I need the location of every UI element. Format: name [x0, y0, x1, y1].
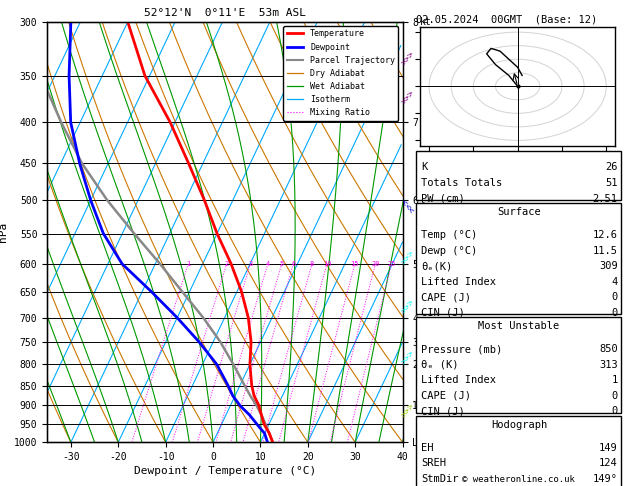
Text: 12.6: 12.6 — [593, 230, 618, 240]
Legend: Temperature, Dewpoint, Parcel Trajectory, Dry Adiabat, Wet Adiabat, Isotherm, Mi: Temperature, Dewpoint, Parcel Trajectory… — [284, 26, 398, 121]
Text: 2: 2 — [225, 260, 229, 266]
Text: 309: 309 — [599, 261, 618, 271]
Text: >>>: >>> — [400, 195, 418, 213]
Text: CAPE (J): CAPE (J) — [421, 292, 471, 302]
Text: >>>: >>> — [400, 348, 418, 366]
Text: >>>: >>> — [400, 49, 418, 68]
Text: 8: 8 — [310, 260, 314, 266]
Text: 11.5: 11.5 — [593, 245, 618, 256]
Text: 5: 5 — [279, 260, 284, 266]
Text: 2.51: 2.51 — [593, 193, 618, 204]
Text: Surface: Surface — [497, 207, 541, 217]
Y-axis label: hPa: hPa — [0, 222, 8, 242]
Text: © weatheronline.co.uk: © weatheronline.co.uk — [462, 474, 576, 484]
Text: θₑ(K): θₑ(K) — [421, 261, 453, 271]
Text: 25: 25 — [387, 260, 396, 266]
Text: 3: 3 — [248, 260, 252, 266]
Text: Totals Totals: Totals Totals — [421, 178, 503, 188]
Text: 4: 4 — [265, 260, 270, 266]
Text: CIN (J): CIN (J) — [421, 406, 465, 417]
Text: EH: EH — [421, 443, 434, 453]
Title: 52°12'N  0°11'E  53m ASL: 52°12'N 0°11'E 53m ASL — [144, 8, 306, 18]
Text: 0: 0 — [611, 292, 618, 302]
Text: 26: 26 — [605, 162, 618, 173]
X-axis label: Dewpoint / Temperature (°C): Dewpoint / Temperature (°C) — [134, 466, 316, 476]
Text: PW (cm): PW (cm) — [421, 193, 465, 204]
Text: 149: 149 — [599, 443, 618, 453]
Text: >>>: >>> — [400, 297, 418, 315]
Text: 124: 124 — [599, 458, 618, 469]
Text: θₑ (K): θₑ (K) — [421, 360, 459, 370]
Text: Temp (°C): Temp (°C) — [421, 230, 477, 240]
Text: Pressure (mb): Pressure (mb) — [421, 344, 503, 354]
Text: Lifted Index: Lifted Index — [421, 277, 496, 287]
Text: 6: 6 — [291, 260, 296, 266]
Text: 02.05.2024  00GMT  (Base: 12): 02.05.2024 00GMT (Base: 12) — [416, 15, 598, 25]
Text: 850: 850 — [599, 344, 618, 354]
Text: 15: 15 — [350, 260, 359, 266]
Text: 20: 20 — [371, 260, 380, 266]
Text: 1: 1 — [186, 260, 191, 266]
Text: Hodograph: Hodograph — [491, 419, 547, 430]
Text: kt: kt — [420, 17, 432, 27]
Y-axis label: km
ASL: km ASL — [446, 221, 464, 243]
Text: Most Unstable: Most Unstable — [478, 321, 560, 331]
Text: 0: 0 — [611, 391, 618, 401]
Text: 149°: 149° — [593, 474, 618, 484]
Text: 10: 10 — [323, 260, 331, 266]
Text: Lifted Index: Lifted Index — [421, 375, 496, 385]
Text: 1: 1 — [611, 375, 618, 385]
Text: >>>: >>> — [400, 248, 418, 267]
Text: >>>: >>> — [400, 88, 418, 106]
Text: StmDir: StmDir — [421, 474, 459, 484]
Text: >>>: >>> — [400, 401, 418, 420]
Text: 313: 313 — [599, 360, 618, 370]
Text: CAPE (J): CAPE (J) — [421, 391, 471, 401]
Text: K: K — [421, 162, 428, 173]
Text: 0: 0 — [611, 406, 618, 417]
Text: 4: 4 — [611, 277, 618, 287]
Text: Mixing Ratio (g/kg): Mixing Ratio (g/kg) — [423, 185, 432, 279]
Text: 0: 0 — [611, 308, 618, 318]
Text: SREH: SREH — [421, 458, 447, 469]
Text: CIN (J): CIN (J) — [421, 308, 465, 318]
Text: 51: 51 — [605, 178, 618, 188]
Text: Dewp (°C): Dewp (°C) — [421, 245, 477, 256]
